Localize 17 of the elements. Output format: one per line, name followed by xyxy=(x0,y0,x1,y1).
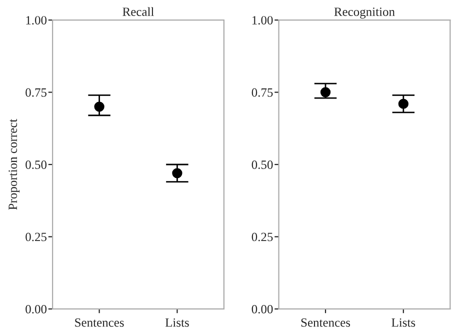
y-tick-label: 0.00 xyxy=(26,304,47,314)
y-tick-label: 0.75 xyxy=(26,88,47,97)
chart-title: Recognition xyxy=(334,8,395,19)
y-tick-label: 0.50 xyxy=(252,160,273,170)
y-tick-label: 1.00 xyxy=(26,16,47,25)
x-tick-label: Lists xyxy=(392,318,416,327)
y-tick-label: 0.50 xyxy=(26,160,47,170)
y-tick-label: 0.25 xyxy=(252,232,273,242)
x-tick-label: Lists xyxy=(165,318,189,327)
y-axis-title: Proportion correct xyxy=(8,118,20,210)
chart-title: Recall xyxy=(122,7,154,16)
x-tick-label: Sentences xyxy=(75,318,124,327)
y-tick-label: 0.75 xyxy=(252,88,273,97)
y-tick-label: 0.25 xyxy=(26,232,47,242)
x-tick-label: Sentences xyxy=(301,318,350,327)
y-tick-label: 0.00 xyxy=(252,304,273,314)
y-tick-label: 1.00 xyxy=(252,16,273,25)
